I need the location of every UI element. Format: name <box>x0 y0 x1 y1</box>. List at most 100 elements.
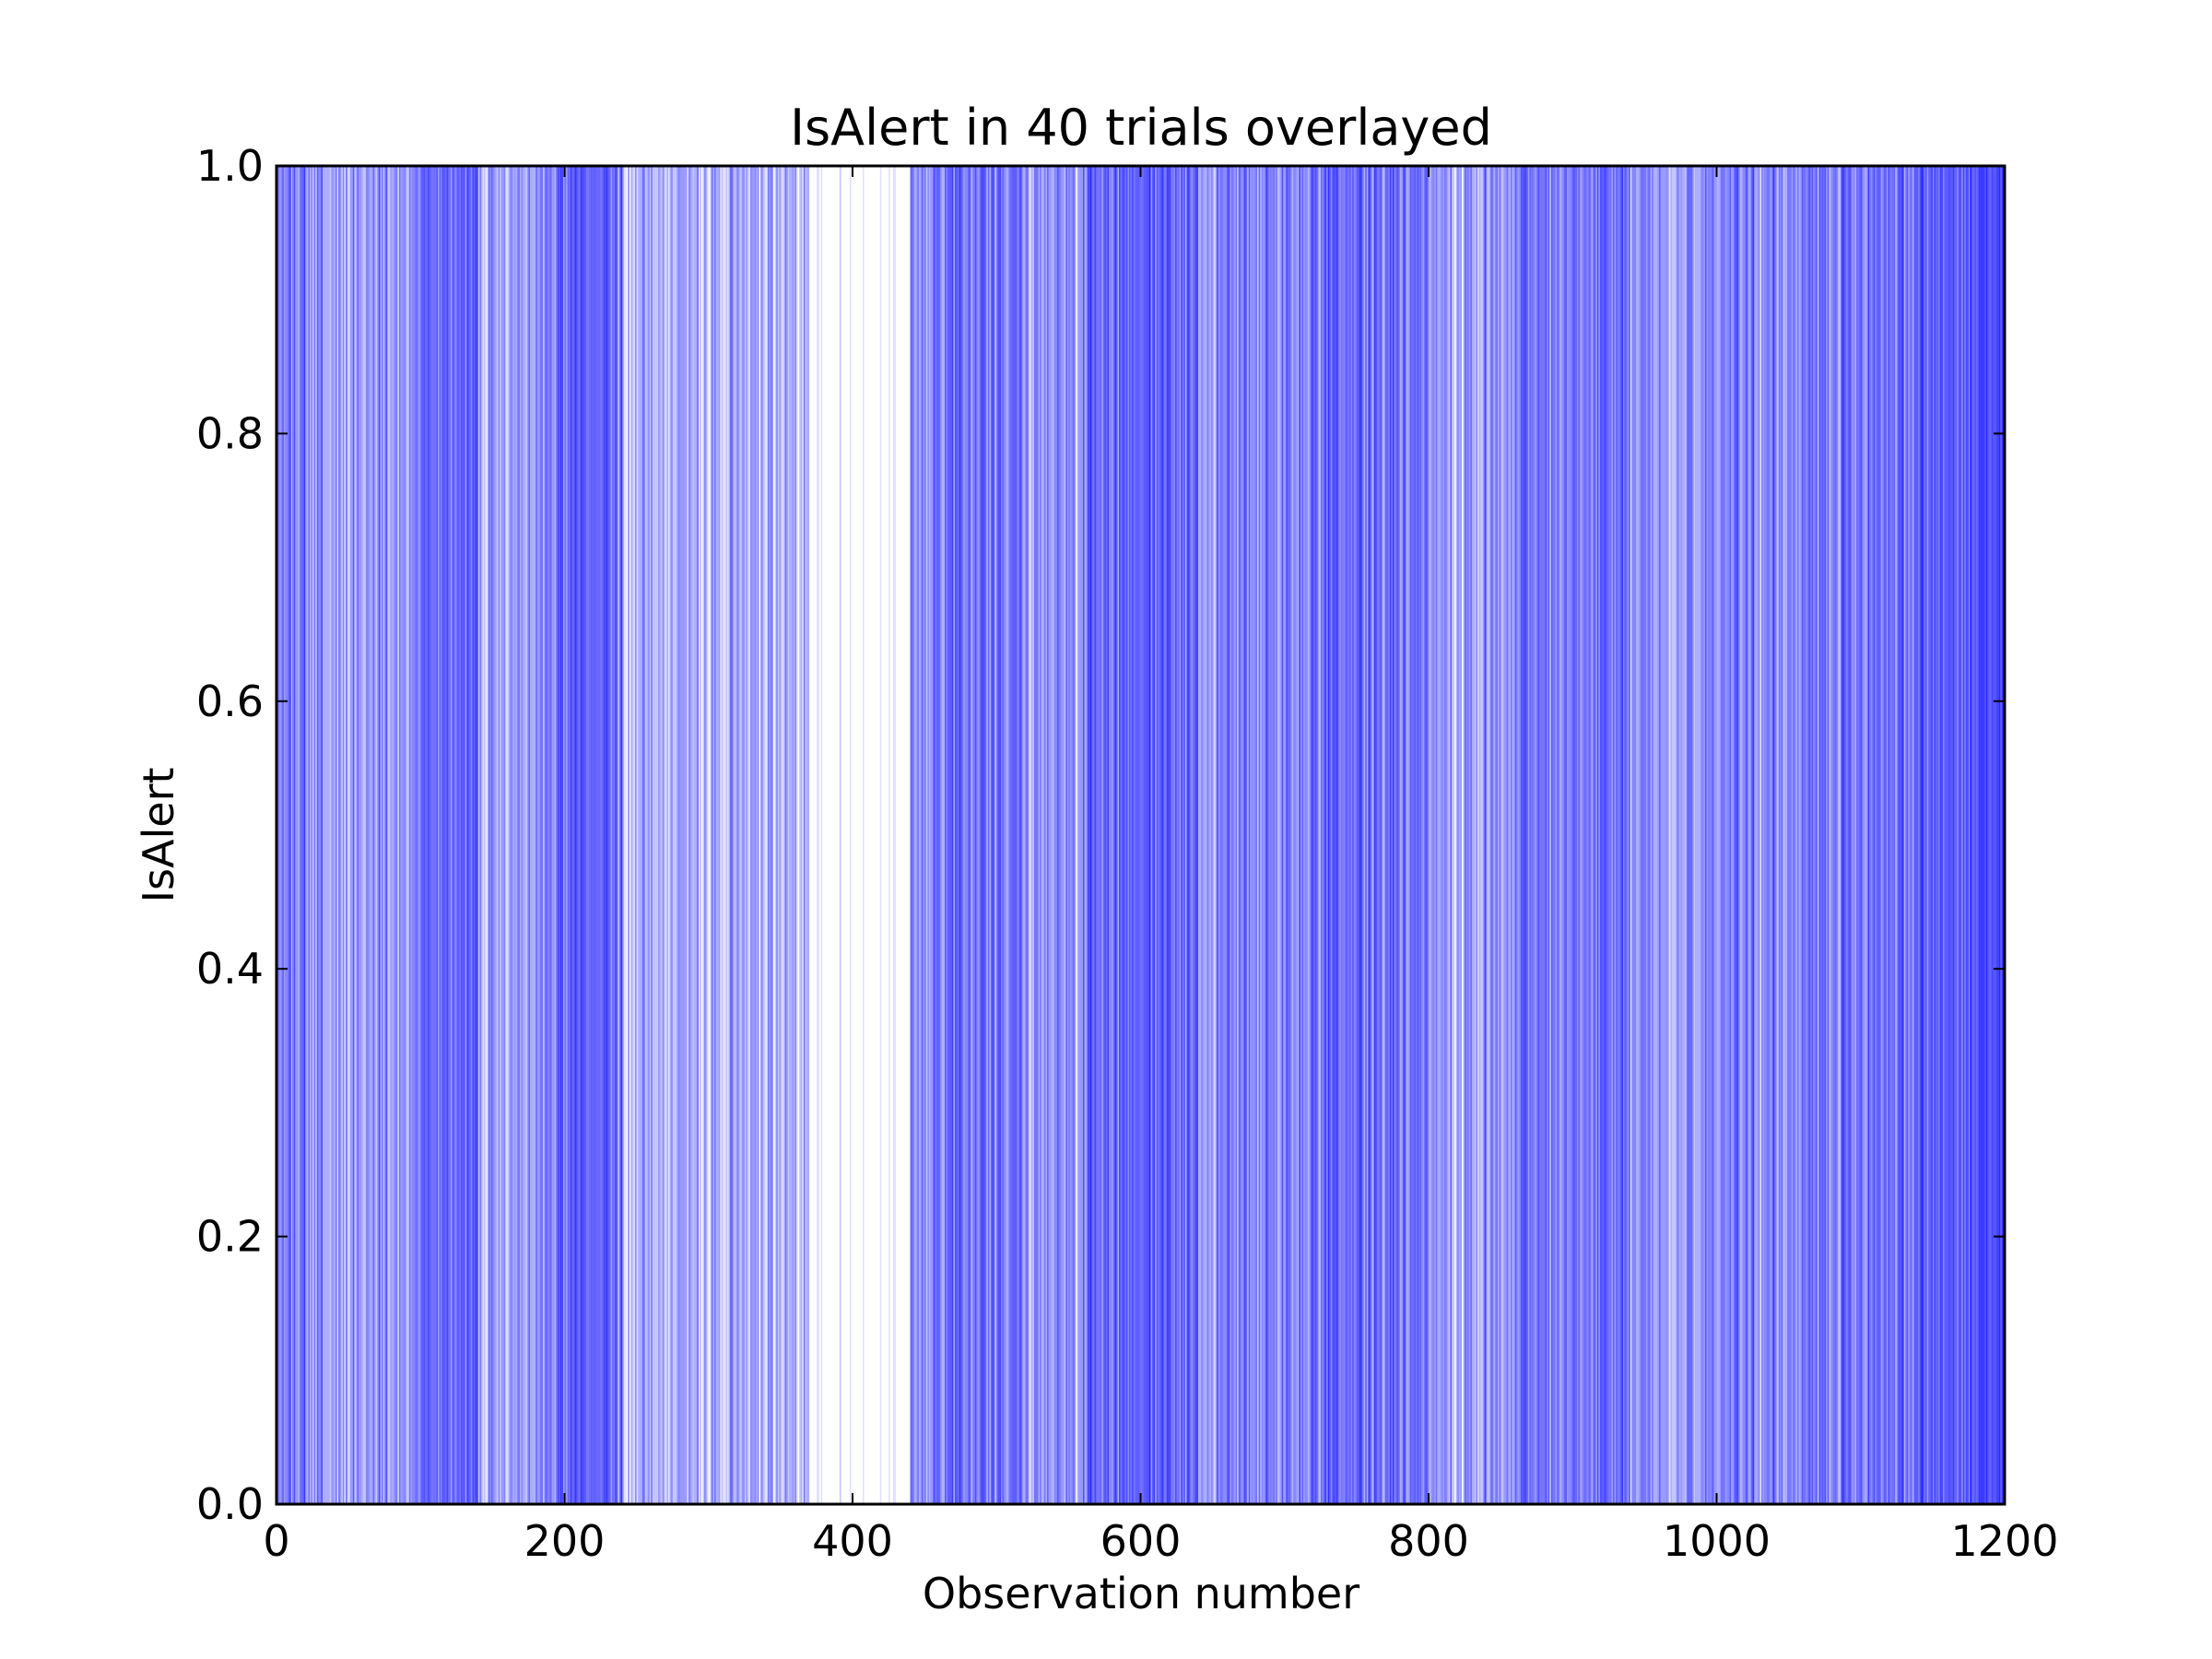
alert-line <box>1178 166 1180 1504</box>
alert-line <box>945 166 947 1504</box>
alert-line <box>977 166 980 1504</box>
alert-line <box>700 166 701 1504</box>
alert-line <box>1470 166 1472 1504</box>
alert-line <box>1051 166 1053 1504</box>
alert-line <box>705 166 708 1504</box>
alert-line <box>1480 166 1482 1504</box>
alert-line <box>351 166 353 1504</box>
alert-line <box>1892 166 1894 1504</box>
alert-line <box>698 166 700 1504</box>
alert-line <box>807 166 810 1504</box>
alert-line <box>1330 166 1333 1504</box>
alert-line <box>1257 166 1259 1504</box>
alert-line <box>349 166 352 1504</box>
alert-line <box>1880 166 1883 1504</box>
alert-line <box>1294 166 1297 1504</box>
alert-line <box>1722 166 1724 1504</box>
alert-line <box>474 166 476 1504</box>
alert-line <box>1217 166 1218 1504</box>
alert-line <box>1237 166 1239 1504</box>
alert-line <box>938 166 941 1504</box>
alert-line <box>346 166 347 1504</box>
alert-line <box>1719 166 1722 1504</box>
alert-line <box>493 166 496 1504</box>
alert-line <box>665 166 667 1504</box>
alert-line <box>500 166 503 1504</box>
alert-line <box>1408 166 1410 1504</box>
alert-line <box>681 166 683 1504</box>
alert-line <box>1683 166 1686 1504</box>
alert-line <box>574 166 577 1504</box>
alert-line <box>923 166 925 1504</box>
alert-line <box>1741 166 1743 1504</box>
alert-line <box>553 166 555 1504</box>
alert-line <box>1902 166 1904 1504</box>
alert-line <box>1811 166 1814 1504</box>
alert-line <box>1519 166 1522 1504</box>
alert-line <box>1130 166 1133 1504</box>
alert-line <box>1435 166 1438 1504</box>
alert-line <box>1389 166 1392 1504</box>
alert-line <box>987 166 990 1504</box>
alert-line <box>1903 166 1906 1504</box>
alert-line <box>618 166 619 1504</box>
alert-line <box>648 166 650 1504</box>
alert-line <box>1613 166 1615 1504</box>
alert-line <box>730 166 732 1504</box>
alert-line <box>1278 166 1281 1504</box>
alert-line <box>1383 166 1386 1504</box>
alert-line <box>1395 166 1397 1504</box>
alert-line <box>1724 166 1727 1504</box>
alert-line <box>533 166 535 1504</box>
alert-line <box>1179 166 1182 1504</box>
alert-line <box>1993 166 1995 1504</box>
alert-line <box>1452 166 1453 1504</box>
alert-line <box>1309 166 1311 1504</box>
alert-line <box>1698 166 1700 1504</box>
alert-line <box>1053 166 1054 1504</box>
alert-line <box>1101 166 1103 1504</box>
x-axis-label: Observation number <box>923 1569 1359 1618</box>
alert-line <box>1985 166 1988 1504</box>
alert-line <box>606 166 608 1504</box>
alert-line <box>1306 166 1308 1504</box>
alert-line <box>1883 166 1886 1504</box>
alert-line <box>392 166 394 1504</box>
alert-line <box>1537 166 1540 1504</box>
alert-line <box>748 166 751 1504</box>
alert-line <box>1653 166 1655 1504</box>
alert-line <box>1759 166 1761 1504</box>
alert-line <box>954 166 957 1504</box>
alert-line <box>543 166 545 1504</box>
alert-line <box>1957 166 1959 1504</box>
alert-line <box>1156 166 1159 1504</box>
alert-line <box>338 166 340 1504</box>
alert-line <box>1117 166 1120 1504</box>
alert-line <box>461 166 463 1504</box>
alert-line <box>1879 166 1881 1504</box>
alert-line <box>1455 166 1458 1504</box>
alert-line <box>1567 166 1569 1504</box>
alert-line <box>1660 166 1663 1504</box>
alert-line <box>393 166 395 1504</box>
alert-line <box>1608 166 1610 1504</box>
alert-line <box>1122 166 1124 1504</box>
alert-line <box>959 166 961 1504</box>
x-tick-label: 600 <box>1100 1516 1182 1566</box>
alert-line <box>1688 166 1689 1504</box>
alert-line <box>423 166 425 1504</box>
alert-line <box>1576 166 1579 1504</box>
alert-line <box>793 166 795 1504</box>
alert-line <box>1307 166 1310 1504</box>
alert-line <box>1488 166 1489 1504</box>
alert-line <box>394 166 396 1504</box>
alert-line <box>1997 166 1999 1504</box>
alert-line <box>1366 166 1369 1504</box>
alert-line <box>1281 166 1284 1504</box>
alert-line <box>969 166 971 1504</box>
alert-line <box>1657 166 1660 1504</box>
alert-line <box>641 166 642 1504</box>
alert-line <box>1734 166 1735 1504</box>
alert-line <box>1691 166 1694 1504</box>
alert-line <box>1627 166 1630 1504</box>
